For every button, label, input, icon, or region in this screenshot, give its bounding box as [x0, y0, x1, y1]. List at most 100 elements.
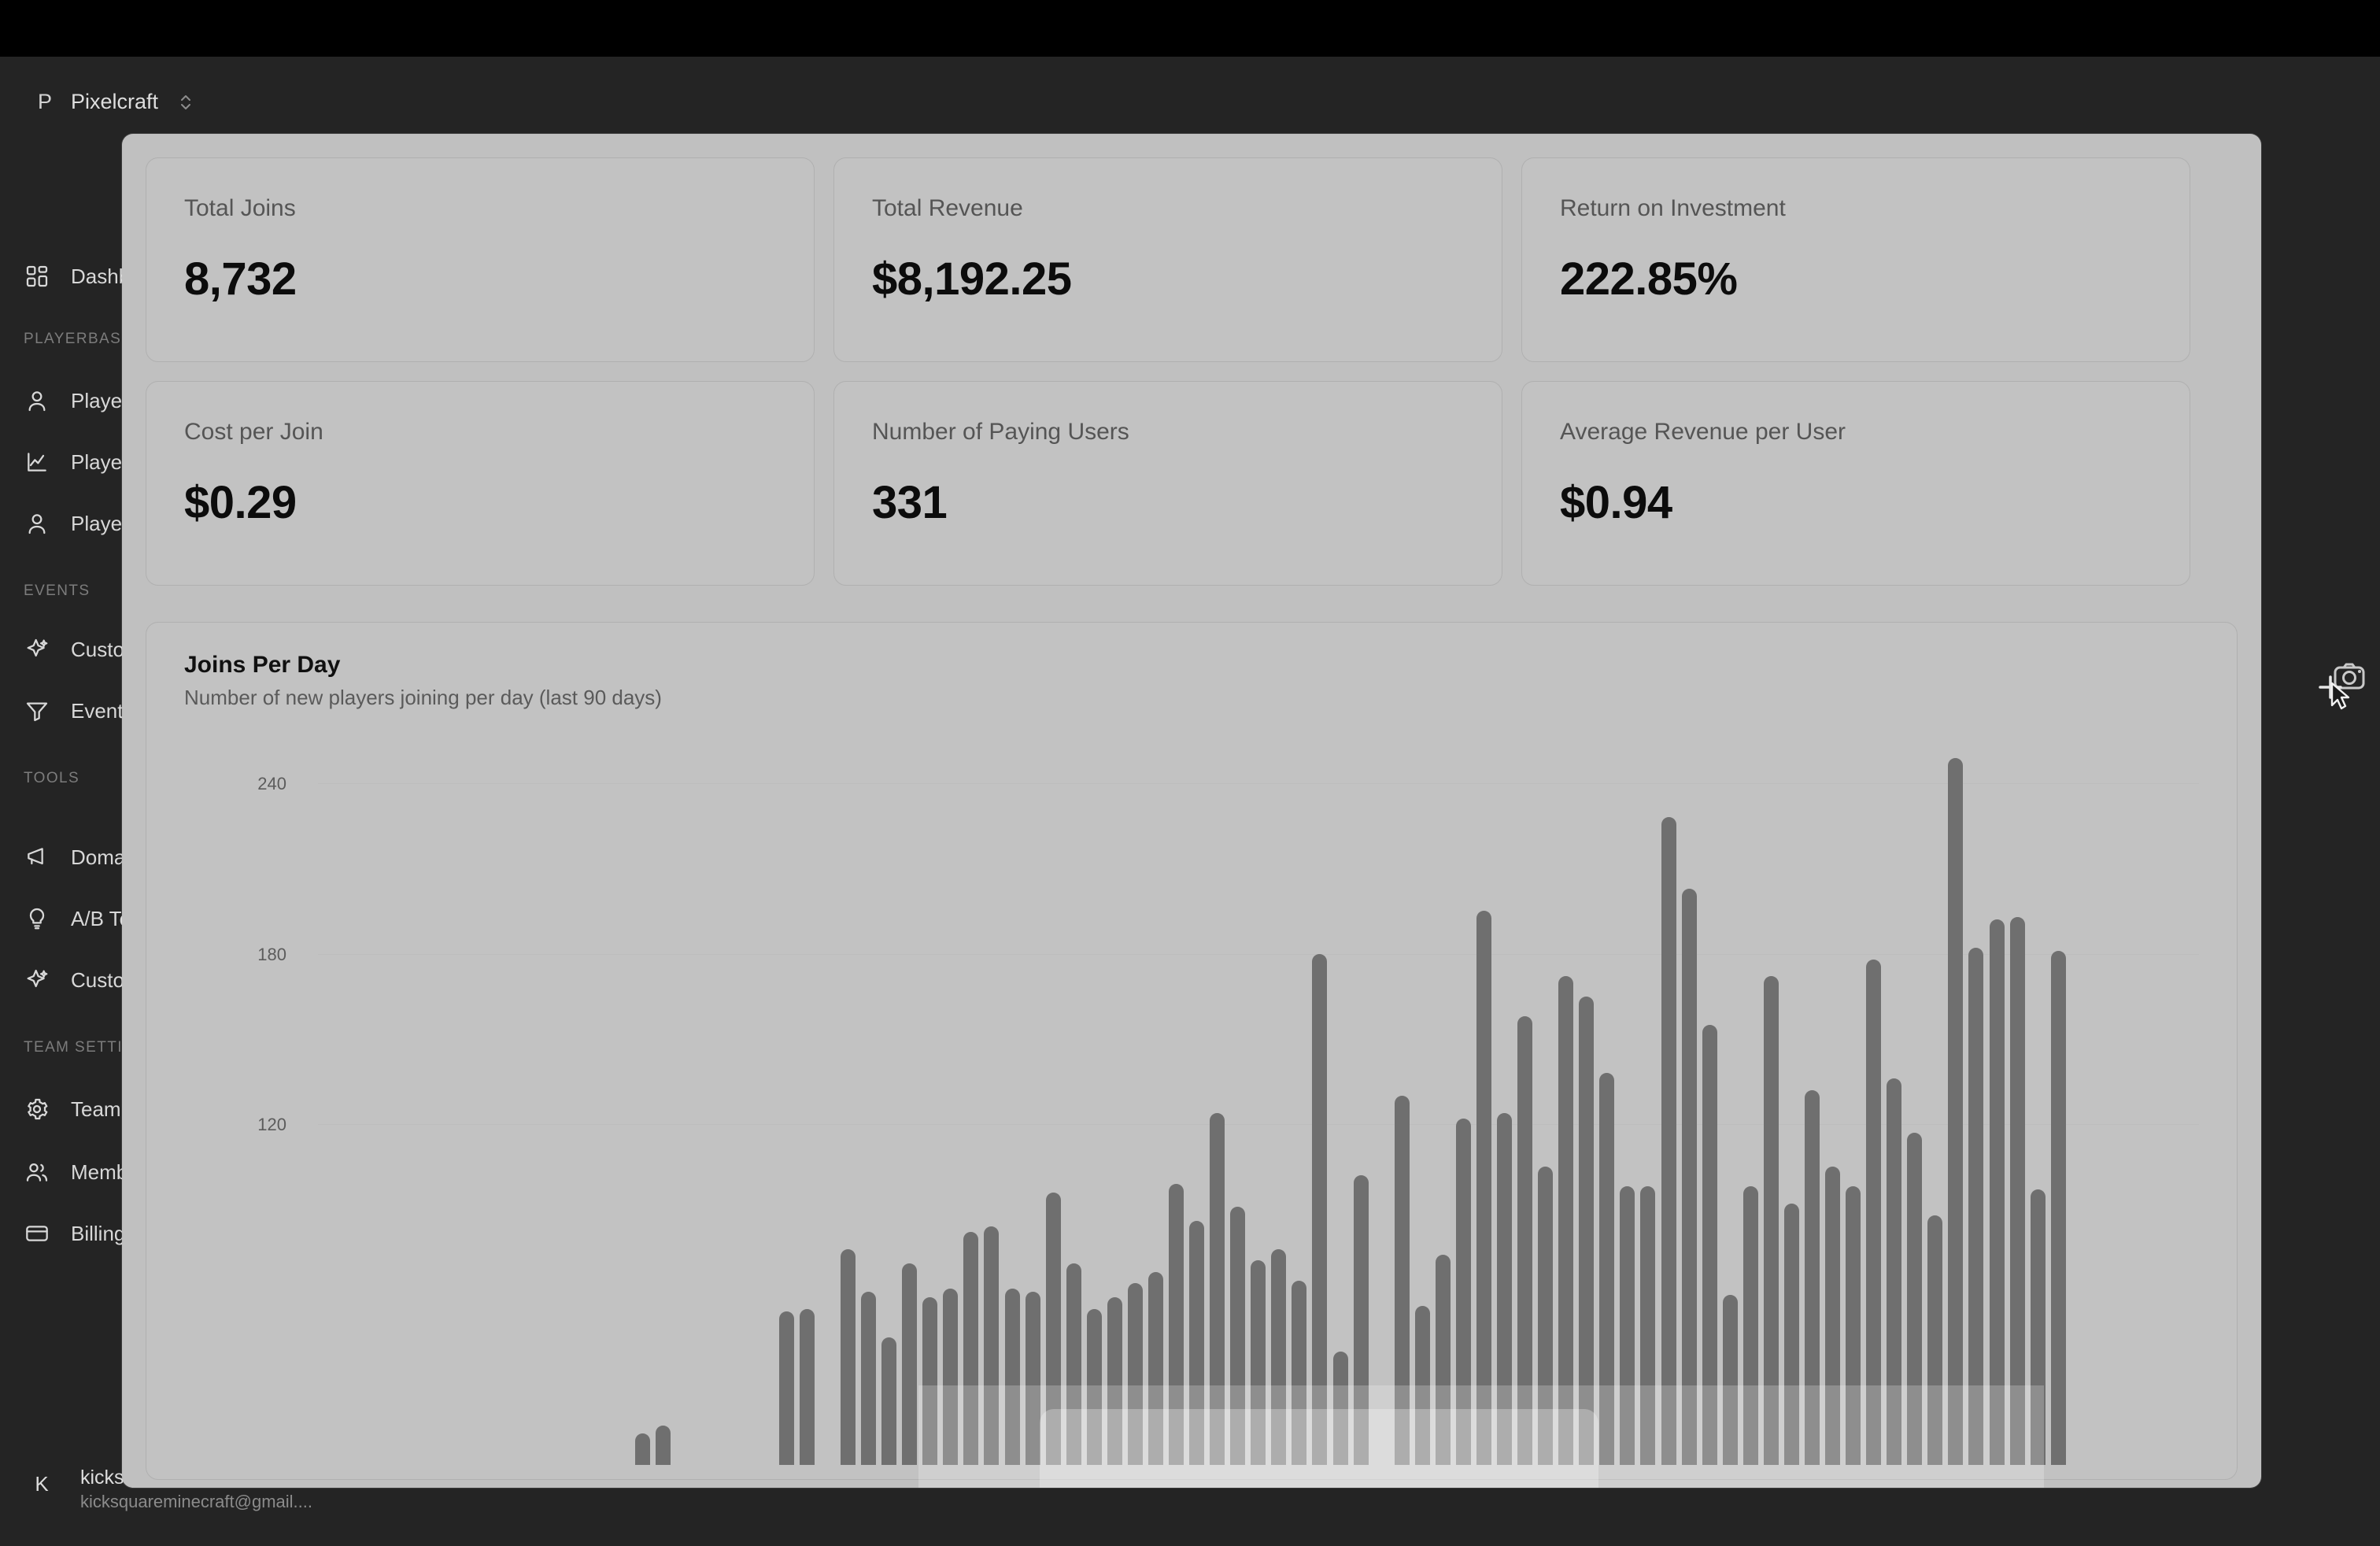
user-icon — [24, 510, 50, 537]
chart-bar — [1289, 1280, 1310, 1465]
sidebar-item-label: Team — [71, 1097, 121, 1121]
chevron-up-down-icon — [177, 91, 194, 114]
chart-bar — [859, 1291, 879, 1465]
metric-label: Cost per Join — [184, 419, 323, 445]
chart-gridline — [318, 783, 2199, 785]
chart-bar — [1432, 1255, 1453, 1465]
chart-bar — [1412, 1305, 1432, 1465]
chart-bar — [1576, 996, 1597, 1465]
camera-crosshair-cursor-icon — [2314, 660, 2372, 718]
chart-bar — [1330, 1351, 1351, 1465]
lightbulb-icon — [24, 905, 50, 932]
workspace-logo: P — [38, 90, 53, 113]
chart-bar — [1166, 1183, 1187, 1465]
chart-bar — [879, 1337, 900, 1465]
metric-label: Number of Paying Users — [872, 419, 1129, 445]
chart-bars — [346, 741, 2191, 1465]
chart-bar — [1740, 1186, 1761, 1465]
metric-value: 331 — [872, 477, 948, 528]
chart-bar — [1597, 1073, 1617, 1465]
chart-bar — [796, 1308, 817, 1465]
avatar: K — [35, 1471, 49, 1496]
chart-gridline — [318, 1124, 2199, 1126]
chart-bar — [1556, 976, 1576, 1465]
chart-bar — [961, 1232, 981, 1465]
chart-bar — [1002, 1289, 1022, 1465]
metric-label: Total Revenue — [872, 195, 1023, 221]
workspace-name: Pixelcraft — [71, 90, 159, 113]
chart-y-tick-label: 120 — [257, 1115, 286, 1135]
joins-per-day-chart-card: Joins Per Day Number of new players join… — [146, 622, 2238, 1480]
metric-value: $8,192.25 — [872, 253, 1072, 305]
chart-bar — [1084, 1308, 1104, 1465]
metric-card-return-on-investment: Return on Investment 222.85% — [1521, 157, 2190, 362]
chart-bar — [1207, 1112, 1228, 1465]
metric-card-number-of-paying-users: Number of Paying Users 331 — [833, 381, 1502, 586]
chart-bar — [1269, 1248, 1289, 1465]
sidebar-item-team[interactable]: Team — [24, 1096, 121, 1123]
sidebar-item-label: Billing — [71, 1221, 126, 1245]
metric-value: 8,732 — [184, 253, 297, 305]
chart-bar — [941, 1289, 961, 1465]
chart-bar — [1966, 948, 1986, 1465]
sidebar-section-events: EVENTS — [24, 583, 91, 599]
chart-bar — [1802, 1089, 1822, 1465]
chart-bar — [1617, 1186, 1638, 1465]
chart-bar — [920, 1297, 941, 1465]
chart-bar — [1187, 1220, 1207, 1465]
chart-title: Joins Per Day — [184, 652, 341, 678]
chart-bar — [1248, 1260, 1269, 1465]
chart-bar — [1781, 1204, 1802, 1465]
chart-bar — [900, 1263, 920, 1465]
chart-bar — [633, 1433, 653, 1465]
chart-y-tick-label: 180 — [257, 944, 286, 964]
chart-bar — [1515, 1015, 1536, 1465]
line-chart-icon — [24, 449, 50, 475]
chart-bar — [1043, 1192, 1063, 1465]
chart-bar — [776, 1311, 796, 1465]
chart-bar — [1720, 1294, 1740, 1465]
metric-label: Total Joins — [184, 195, 296, 221]
screenshot-capture-overlay[interactable]: Total Joins 8,732 Total Revenue $8,192.2… — [122, 134, 2261, 1488]
chart-bar — [1864, 959, 1884, 1465]
chart-bar — [1495, 1112, 1515, 1465]
metric-card-total-revenue: Total Revenue $8,192.25 — [833, 157, 1502, 362]
chart-bar — [1104, 1297, 1125, 1465]
funnel-icon — [24, 697, 50, 724]
chart-bar — [1679, 888, 1699, 1465]
chart-bar — [1228, 1206, 1248, 1465]
chart-bar — [2027, 1189, 2048, 1465]
metric-label: Average Revenue per User — [1560, 419, 1846, 445]
grid-dashboard-icon — [24, 263, 50, 290]
chart-bar — [1986, 919, 2007, 1465]
chart-bar — [1658, 817, 1679, 1465]
sidebar-item-billing[interactable]: Billing — [24, 1220, 125, 1247]
metric-label: Return on Investment — [1560, 195, 1786, 221]
chart-bar — [2007, 916, 2027, 1465]
chart-subtitle: Number of new players joining per day (l… — [184, 686, 662, 709]
chart-bar — [1946, 757, 1966, 1465]
workspace-switcher[interactable]: P Pixelcraft — [38, 90, 194, 114]
chart-bar — [981, 1226, 1002, 1465]
sidebar-section-tools: TOOLS — [24, 770, 80, 786]
chart-bar — [1843, 1186, 1864, 1465]
metric-card-cost-per-join: Cost per Join $0.29 — [146, 381, 815, 586]
bar-chart-plot: 240 180 120 — [184, 741, 2199, 1465]
chart-bar — [1391, 1095, 1412, 1465]
chart-bar — [1473, 911, 1494, 1465]
chart-bar — [1310, 953, 1330, 1465]
chart-bar — [1022, 1291, 1043, 1465]
user-email: kicksquareminecraft@gmail.... — [80, 1492, 312, 1511]
users-icon — [24, 1159, 50, 1185]
sparkle-icon — [24, 967, 50, 993]
metric-value: 222.85% — [1560, 253, 1738, 305]
chart-bar — [2048, 950, 2068, 1465]
chart-y-tick-label: 240 — [257, 774, 286, 794]
chart-bar — [1823, 1167, 1843, 1465]
chart-bar — [653, 1425, 674, 1465]
chart-bar — [1063, 1263, 1084, 1465]
user-icon — [24, 387, 50, 414]
chart-bar — [1761, 976, 1781, 1465]
chart-bar — [1125, 1283, 1145, 1465]
chart-gridline — [318, 953, 2199, 955]
